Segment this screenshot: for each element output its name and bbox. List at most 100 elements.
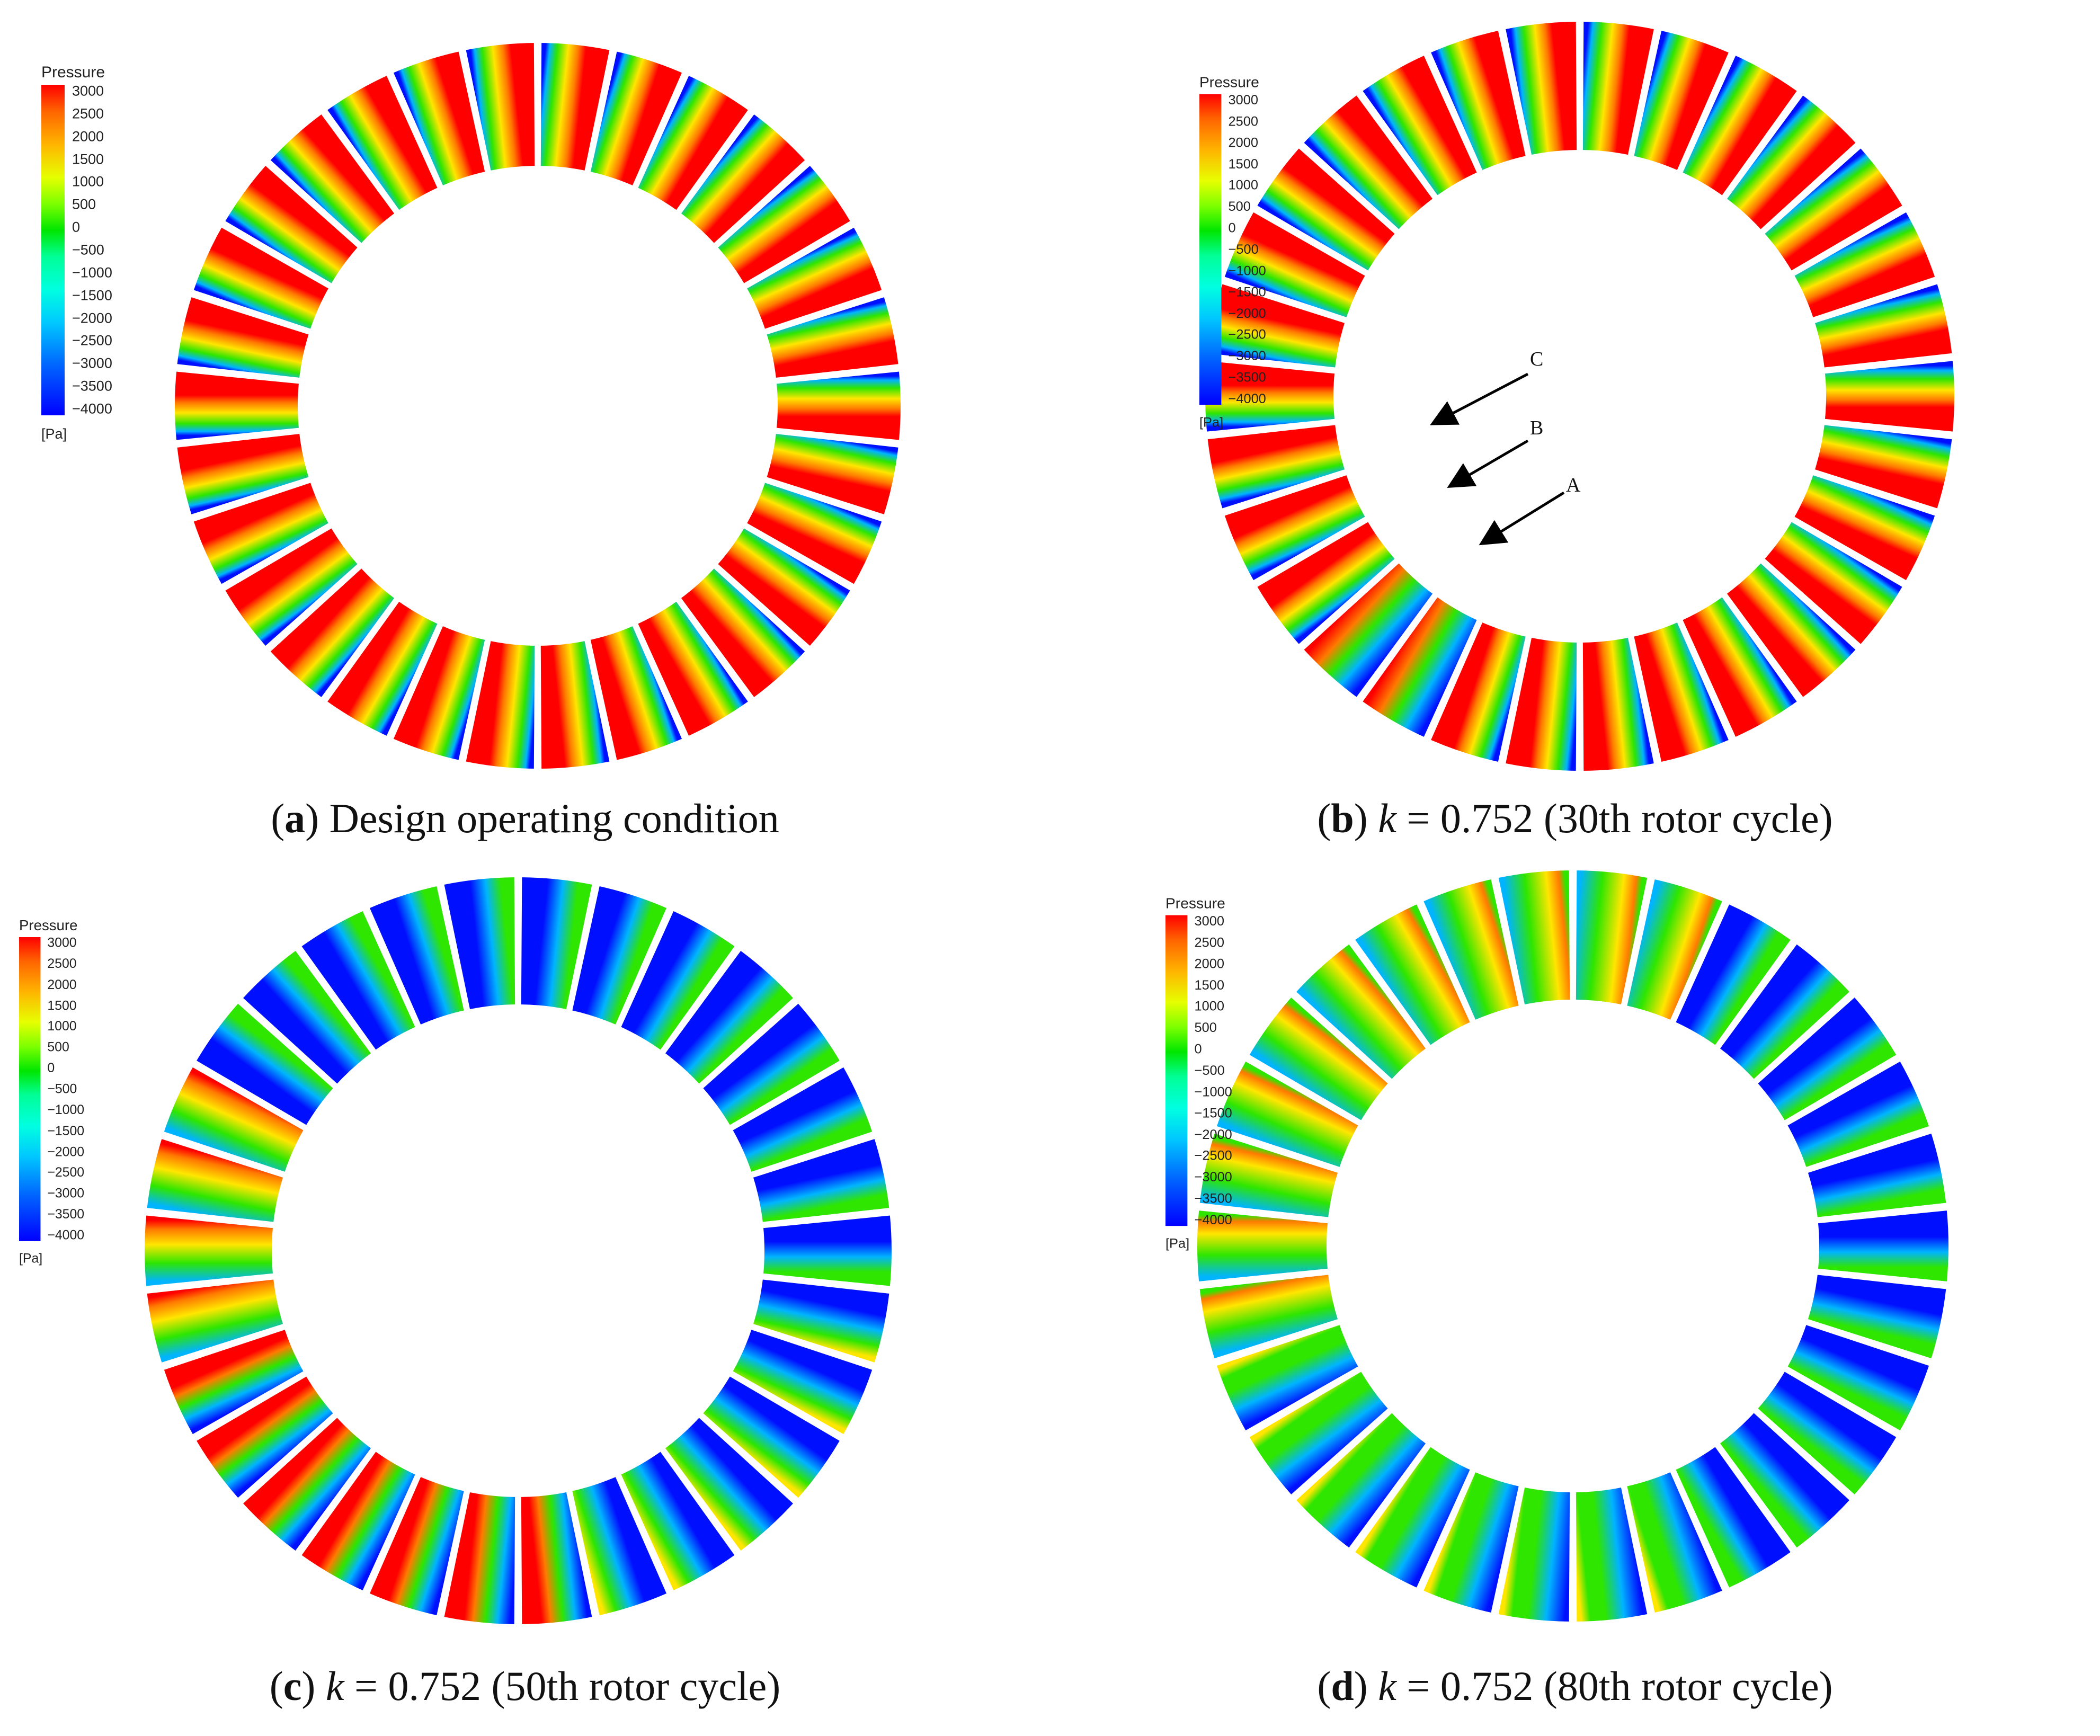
flow-passage [677,564,809,702]
flow-passage [266,110,399,248]
flow-passage [462,39,538,174]
legend-tick: 1000 [72,173,104,190]
caption-letter: c [283,1663,302,1709]
flow-passage [1630,26,1733,174]
legend-tick: 500 [1194,1020,1217,1035]
flow-passage [1194,1207,1331,1285]
flow-passage [1760,144,1907,275]
legend-tick: −500 [47,1081,77,1097]
flow-passage [518,1488,596,1628]
flow-passage [440,1488,519,1628]
legend-tick: −3000 [1228,348,1266,363]
flow-passage [1300,91,1437,234]
legend-tick: −1000 [1228,263,1266,278]
panel-d: Pressure 3000 2500 2000 1500 1000 500 0 −500 −100… [1050,868,2100,1735]
legend-unit: [Pa] [1199,414,1224,430]
flow-passage [714,161,855,288]
flow-passage [1253,518,1400,649]
flow-passage [1419,1468,1523,1617]
caption-k: k [1378,1663,1396,1709]
flow-passage [389,48,489,190]
flow-passage [537,637,613,772]
flow-passage [160,1325,308,1439]
flow-passage [266,564,399,702]
flow-passage [1494,1483,1573,1625]
legend-tick: −2500 [1194,1148,1232,1163]
legend-tick: 3000 [47,935,77,950]
flow-passage [221,161,362,288]
legend-tick: −3500 [1194,1191,1232,1206]
caption-b: (b) k = 0.752 (30th rotor cycle) [1317,795,1833,841]
flow-passage [1419,875,1523,1024]
legend-tick: −3500 [47,1207,85,1222]
flow-passage [1245,993,1393,1125]
legend-tick: −500 [1194,1063,1225,1078]
flow-passage [742,223,886,333]
legend-tick: −1000 [47,1102,85,1117]
flow-passage [518,874,596,1013]
legend-tick: −4000 [72,400,112,417]
legend-tick: −4000 [1194,1212,1232,1227]
flow-passage [1790,208,1939,322]
flow-passage [749,1135,893,1226]
flow-passage [1253,144,1400,275]
caption-letter: b [1331,795,1354,841]
flow-passage [1753,1367,1901,1499]
flow-passage [190,223,333,333]
legend-tick: −2500 [72,332,112,349]
flow-passage [297,907,420,1054]
flow-passage [366,1473,468,1619]
flow-passage [144,1276,287,1367]
flow-passage [1358,593,1481,741]
legend-tick: 3000 [1194,913,1224,929]
legend-tick: −1500 [72,287,112,304]
flow-passage [728,1325,876,1439]
flow-passage [1196,1129,1342,1221]
flow-passage [323,597,442,740]
caption-c: (c) k = 0.752 (50th rotor cycle) [269,1663,781,1709]
legend-tick: −1500 [1194,1105,1232,1121]
legend-tick: −2500 [1228,327,1266,342]
flow-passage [1427,618,1529,766]
legend-colorbar [1199,94,1222,405]
legend-tick: −3000 [1194,1169,1232,1185]
legend-tick: −1500 [47,1123,85,1138]
panel-c: Pressure 3000 2500 2000 1500 1000 500 0 −500 −100… [0,868,1050,1735]
flow-passage [173,430,313,519]
flow-passage [1623,1468,1727,1617]
legend-tick: 2000 [47,977,77,992]
flow-passage [714,524,855,651]
flow-passage [760,1212,895,1289]
legend-title: Pressure [19,918,78,934]
flow-passage [1623,875,1727,1024]
flow-passage [1630,618,1733,766]
flow-passage [1783,1321,1933,1435]
flow-passage [634,72,753,215]
legend-unit: [Pa] [41,426,67,442]
legend-tick: 0 [1228,220,1236,236]
caption-a: (a) Design operating condition [271,795,779,841]
legend-tick: 2500 [47,956,77,971]
legend-tick: 2500 [1194,934,1224,950]
legend-tick: 1500 [1228,156,1258,172]
flow-passage [1300,558,1437,702]
legend-tick: −2500 [47,1165,85,1180]
caption-k-value: = 0.752 [1396,795,1544,841]
flow-passage [728,1063,876,1176]
flow-passage [366,882,468,1029]
legend-tick: 2000 [1194,956,1224,972]
flow-passage [192,1372,338,1502]
caption-cycle: (50th rotor cycle) [491,1663,781,1709]
annotation-c: C [1530,348,1544,370]
flow-passage [661,946,798,1089]
caption-k-value: = 0.752 [344,1663,492,1709]
flow-passage [172,368,302,444]
legend-tick: 0 [47,1061,55,1075]
caption-k: k [1378,795,1396,841]
flow-passage [698,999,844,1129]
legend-tick: 2500 [1228,113,1258,129]
flow-passage [1579,18,1658,159]
flow-passage [661,1413,798,1555]
legend-tick: −4000 [1228,391,1266,406]
flow-passage [568,1473,671,1619]
